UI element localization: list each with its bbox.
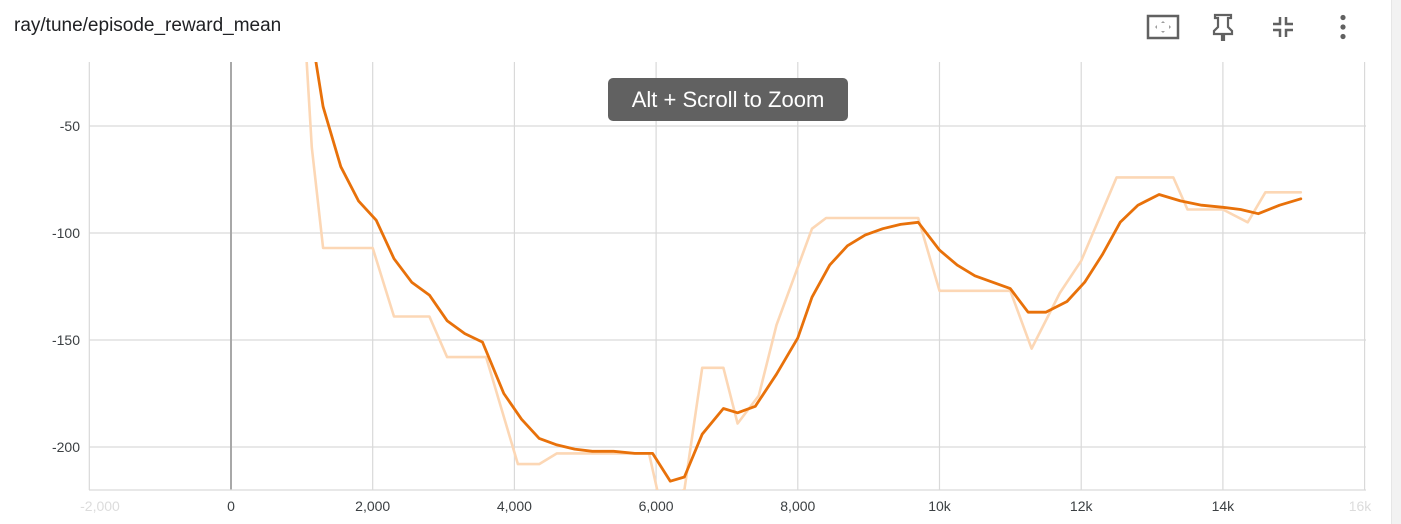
fit-domain-icon <box>1146 14 1180 40</box>
more-vert-icon <box>1340 14 1346 40</box>
raw-series-line[interactable] <box>305 40 1303 500</box>
x-tick-label: 14k <box>1212 498 1236 514</box>
x-tick-label: 10k <box>928 498 952 514</box>
x-tick-label: 16k <box>1349 498 1373 514</box>
x-tick-label: 2,000 <box>355 498 390 514</box>
chart-title: ray/tune/episode_reward_mean <box>14 15 282 36</box>
x-tick-label: 4,000 <box>497 498 532 514</box>
pin-icon <box>1212 13 1234 41</box>
y-tick-label: -150 <box>52 332 80 348</box>
y-tick-label: -50 <box>60 118 80 134</box>
y-tick-label: -200 <box>52 439 80 455</box>
smoothed-series-line[interactable] <box>313 40 1303 483</box>
more-options-button[interactable] <box>1313 10 1373 44</box>
zoom-hint-tooltip: Alt + Scroll to Zoom <box>608 78 848 121</box>
x-tick-label: 12k <box>1070 498 1094 514</box>
y-tick-label: -100 <box>52 225 80 241</box>
x-tick-label: 8,000 <box>780 498 815 514</box>
page-scrollbar[interactable] <box>1391 0 1401 524</box>
pin-button[interactable] <box>1193 10 1253 44</box>
fit-domain-button[interactable] <box>1133 10 1193 44</box>
collapse-icon <box>1273 17 1293 37</box>
collapse-button[interactable] <box>1253 10 1313 44</box>
x-tick-label: 0 <box>227 498 235 514</box>
x-tick-label: -2,000 <box>80 498 120 514</box>
x-tick-label: 6,000 <box>639 498 674 514</box>
chart-toolbar <box>1133 10 1373 44</box>
